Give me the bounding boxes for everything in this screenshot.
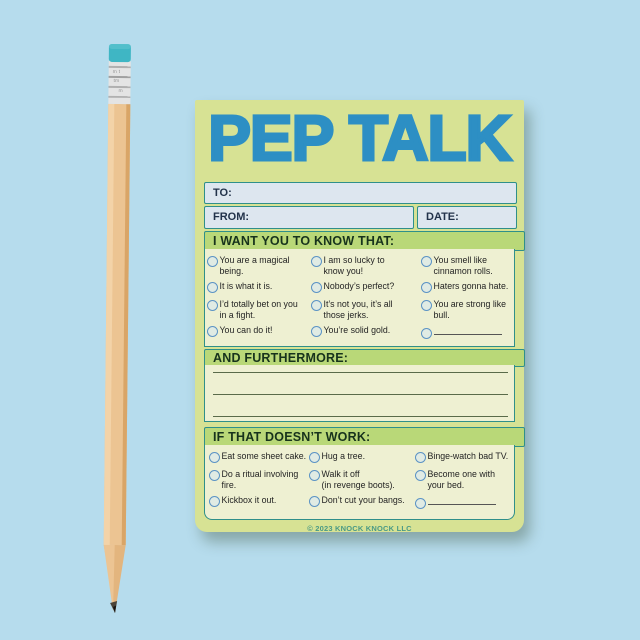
svg-text:tm: tm xyxy=(114,78,120,84)
svg-text:m: m xyxy=(113,69,117,75)
svg-text:m: m xyxy=(118,88,122,94)
